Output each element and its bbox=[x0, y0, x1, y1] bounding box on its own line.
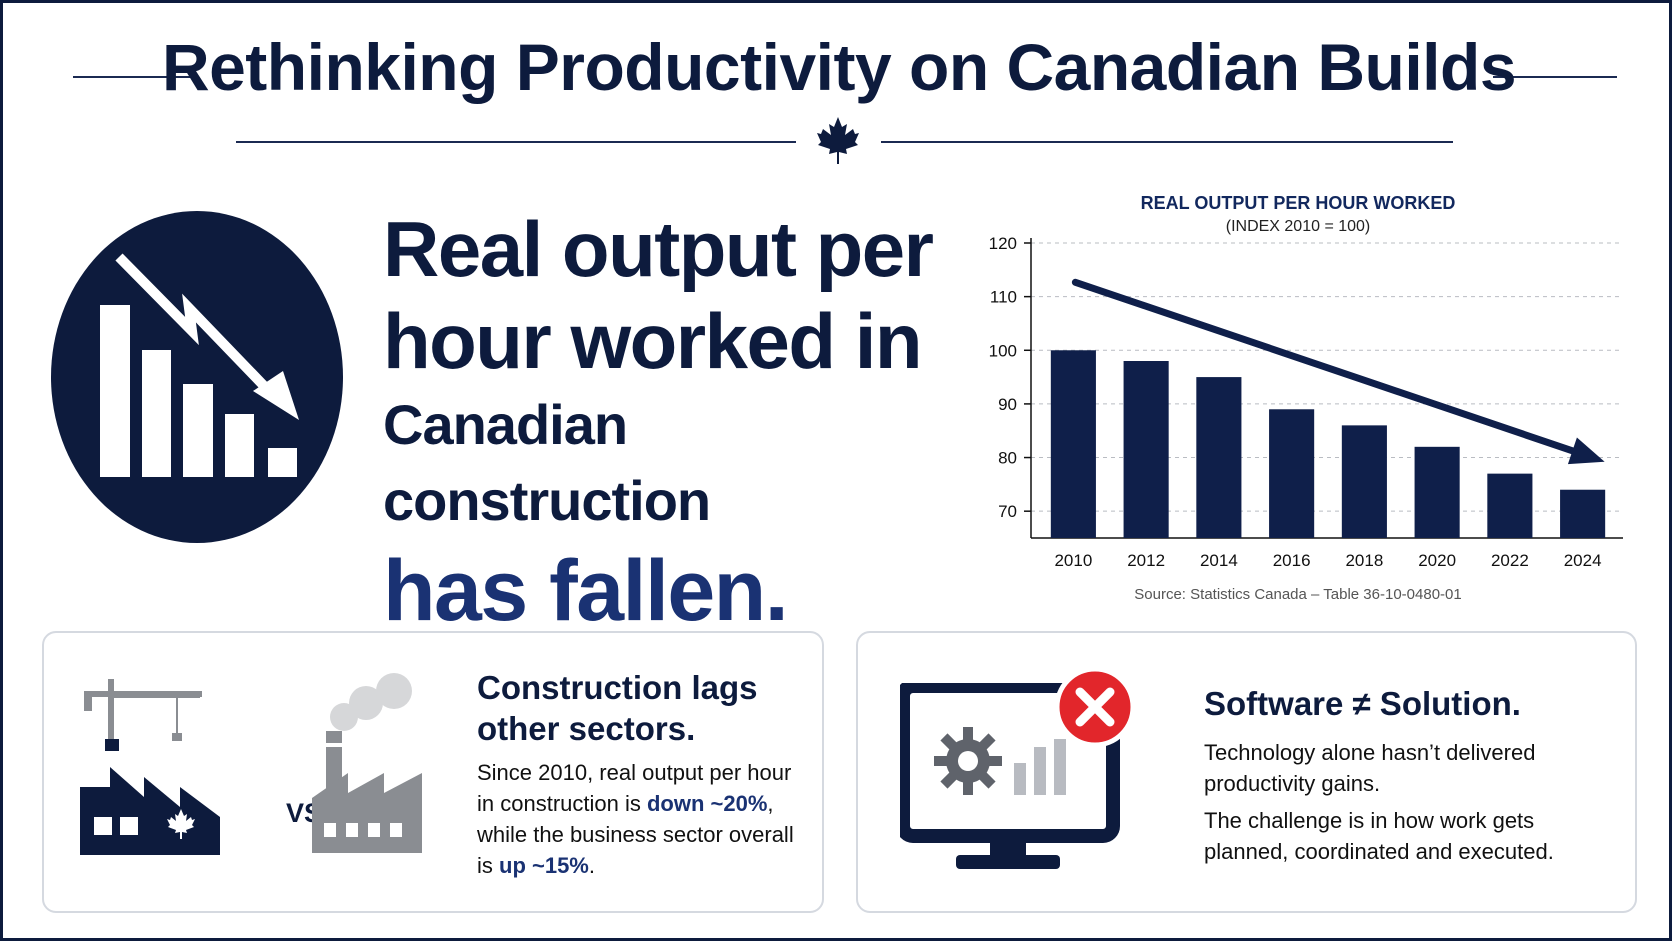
y-tick-label: 110 bbox=[990, 288, 1017, 307]
x-tick-label: 2022 bbox=[1491, 551, 1529, 570]
y-tick-label: 70 bbox=[998, 502, 1017, 521]
sector-body-mid: , while the business sector overall is bbox=[477, 791, 794, 878]
subtitle-rule-left bbox=[236, 141, 796, 143]
subtitle-rule-right bbox=[881, 141, 1453, 143]
x-tick-label: 2010 bbox=[1054, 551, 1092, 570]
bar-2016 bbox=[1269, 409, 1315, 538]
sector-card-heading: Construction lags other sectors. bbox=[477, 667, 817, 749]
trend-arrow-head bbox=[1567, 437, 1605, 465]
bar-2024 bbox=[1560, 489, 1606, 538]
industrial-factory-icon bbox=[312, 673, 422, 853]
declining-bar-chart-icon bbox=[51, 211, 343, 543]
sector-body-pre: Since 2010, real output per hour in cons… bbox=[477, 760, 792, 816]
chart-title: REAL OUTPUT PER HOUR WORKED bbox=[1140, 193, 1456, 213]
bar-2012 bbox=[1123, 361, 1169, 538]
sector-card-heading-line-1: Construction lags bbox=[477, 669, 758, 706]
x-tick-label: 2014 bbox=[1200, 551, 1238, 570]
y-tick-label: 100 bbox=[989, 341, 1017, 360]
hero-line-3: Canadian construction bbox=[383, 393, 711, 532]
hero-line-4: has fallen. bbox=[383, 543, 789, 639]
software-card: Software ≠ Solution. Technology alone ha… bbox=[856, 631, 1637, 913]
sector-card-body: Since 2010, real output per hour in cons… bbox=[477, 757, 812, 881]
maple-leaf-icon bbox=[817, 117, 859, 164]
sector-card-heading-line-2: other sectors. bbox=[477, 710, 696, 747]
chart-source: Source: Statistics Canada – Table 36-10-… bbox=[1134, 586, 1462, 603]
bar-2010 bbox=[1050, 350, 1096, 538]
y-tick-label: 80 bbox=[998, 449, 1017, 468]
x-tick-label: 2024 bbox=[1564, 551, 1602, 570]
construction-factory-icon bbox=[80, 679, 220, 855]
software-card-body: Technology alone hasn’t delivered produc… bbox=[1204, 737, 1604, 867]
hero-statement: Real output per hour worked in Canadian … bbox=[383, 203, 943, 643]
bar-2020 bbox=[1414, 446, 1460, 538]
error-x-icon bbox=[1054, 666, 1136, 748]
construction-change-value: down ~20% bbox=[646, 791, 768, 816]
business-sector-change-value: up ~15% bbox=[499, 853, 589, 878]
y-tick-label: 90 bbox=[998, 395, 1017, 414]
software-body-line-1: Technology alone hasn’t delivered produc… bbox=[1204, 740, 1536, 796]
x-tick-label: 2012 bbox=[1127, 551, 1165, 570]
x-tick-label: 2018 bbox=[1345, 551, 1383, 570]
y-tick-label: 120 bbox=[989, 234, 1017, 253]
productivity-chart: REAL OUTPUT PER HOUR WORKED (INDEX 2010 … bbox=[973, 183, 1653, 623]
hero-line-1: Real output per bbox=[383, 205, 934, 293]
page-title: Rethinking Productivity on Canadian Buil… bbox=[161, 30, 1517, 104]
title-rule-left bbox=[73, 76, 197, 78]
chart-subtitle: (INDEX 2010 = 100) bbox=[1225, 218, 1371, 235]
bar-2022 bbox=[1487, 473, 1533, 538]
x-tick-label: 2020 bbox=[1418, 551, 1456, 570]
software-card-heading: Software ≠ Solution. bbox=[1204, 685, 1521, 722]
software-body-line-2: The challenge is in how work gets planne… bbox=[1204, 808, 1554, 864]
sector-comparison-card: VS. Construction lags other sectors. Sin… bbox=[42, 631, 824, 913]
bar-2018 bbox=[1341, 425, 1387, 538]
sector-body-post: . bbox=[588, 853, 595, 878]
trend-arrow-shaft bbox=[1071, 278, 1576, 455]
hero-line-2: hour worked in bbox=[383, 297, 923, 385]
bar-2014 bbox=[1196, 377, 1242, 538]
x-tick-label: 2016 bbox=[1273, 551, 1311, 570]
chart-plot: 70 80 90 100 110 120 2010 2012 2014 2016 2018 2020 2… bbox=[989, 234, 1623, 570]
title-rule-right bbox=[1493, 76, 1617, 78]
